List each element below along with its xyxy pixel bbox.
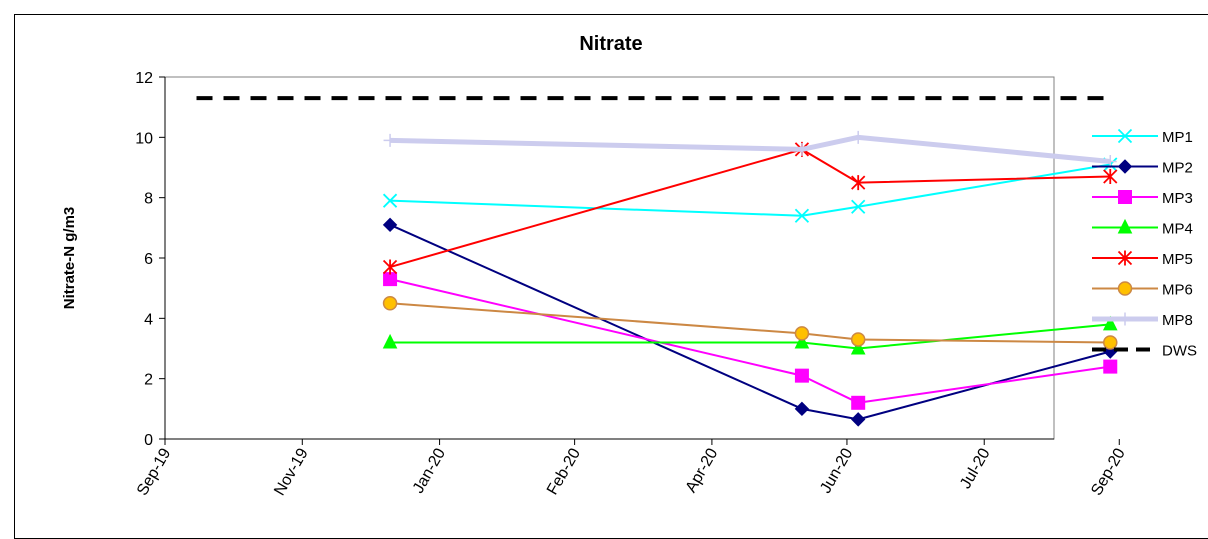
series-line <box>390 323 1111 350</box>
y-tick-label: 10 <box>135 130 153 147</box>
legend-label: MP2 <box>1162 160 1193 177</box>
legend-label: MP3 <box>1162 190 1193 207</box>
x-tick-label: Nov-19 <box>271 445 312 498</box>
series-mp4 <box>382 315 1118 355</box>
legend-label: MP8 <box>1162 312 1193 329</box>
legend-item: MP5 <box>1092 250 1193 268</box>
series-mp8 <box>383 130 1117 168</box>
legend-marker <box>1117 281 1133 296</box>
data-point <box>382 259 398 275</box>
data-point <box>851 130 865 144</box>
legend-item: MP1 <box>1092 128 1193 146</box>
data-point <box>383 133 397 147</box>
legend-marker <box>1117 128 1133 144</box>
series-line <box>389 148 1111 269</box>
legend-label: DWS <box>1162 343 1197 360</box>
legend-label: MP4 <box>1162 221 1193 238</box>
data-point <box>794 333 810 349</box>
x-tick-label: Feb-20 <box>544 445 584 497</box>
series-line <box>390 134 1111 164</box>
y-tick-label: 6 <box>144 251 153 268</box>
data-point <box>794 368 809 383</box>
legend-marker <box>1117 159 1133 174</box>
data-point <box>851 395 866 410</box>
data-point <box>1103 359 1118 374</box>
data-point <box>383 272 398 287</box>
legend-label: MP6 <box>1162 282 1193 299</box>
series-line <box>389 278 1111 404</box>
data-point <box>382 217 398 233</box>
y-axis-label: Nitrate-N g/m3 <box>61 207 78 310</box>
legend-item: MP3 <box>1092 190 1193 207</box>
legend-item: MP6 <box>1092 281 1193 299</box>
data-point <box>382 193 398 208</box>
x-tick-label: Jun-20 <box>817 445 856 496</box>
series-layer <box>196 96 1118 427</box>
legend-item: MP2 <box>1092 159 1193 177</box>
chart-title: Nitrate <box>579 33 642 55</box>
data-point <box>1103 335 1118 350</box>
series-mp6 <box>382 296 1118 350</box>
legend-marker <box>1118 190 1132 204</box>
data-point <box>851 199 866 214</box>
data-point <box>382 296 398 311</box>
legend-item: MP4 <box>1092 218 1193 238</box>
data-point <box>794 401 810 417</box>
x-tick-label: Sep-20 <box>1088 445 1129 498</box>
series-line <box>389 302 1111 344</box>
plot-area <box>164 76 1055 440</box>
legend-marker <box>1117 218 1133 234</box>
x-tick-label: Sep-19 <box>134 445 175 498</box>
legend-marker <box>1117 250 1133 266</box>
x-tick-label: Jul-20 <box>957 445 994 491</box>
y-tick-label: 2 <box>144 372 153 389</box>
legend-item: DWS <box>1092 343 1197 360</box>
legend-label: MP5 <box>1162 251 1193 268</box>
series-mp3 <box>383 272 1118 410</box>
y-tick-label: 12 <box>135 70 153 87</box>
y-tick-label: 0 <box>144 432 153 449</box>
x-tick-label: Apr-20 <box>683 445 722 495</box>
data-point <box>1103 169 1118 185</box>
data-point <box>850 332 866 347</box>
legend-marker <box>1118 312 1132 326</box>
data-point <box>794 326 810 341</box>
data-point <box>382 333 398 349</box>
data-point <box>850 339 866 355</box>
legend: MP1 MP2 MP3 MP4 MP5 MP6 MP8 DWS <box>1092 128 1197 360</box>
data-point <box>1102 315 1118 331</box>
legend-item: MP8 <box>1092 312 1193 329</box>
data-point <box>795 142 809 156</box>
legend-label: MP1 <box>1162 129 1193 146</box>
y-tick-label: 4 <box>144 311 153 328</box>
data-point <box>851 175 866 191</box>
y-tick-label: 8 <box>144 191 153 208</box>
plot-border <box>164 76 1055 440</box>
x-tick-label: Jan-20 <box>410 445 449 496</box>
data-point <box>850 412 866 427</box>
data-point <box>794 208 810 223</box>
